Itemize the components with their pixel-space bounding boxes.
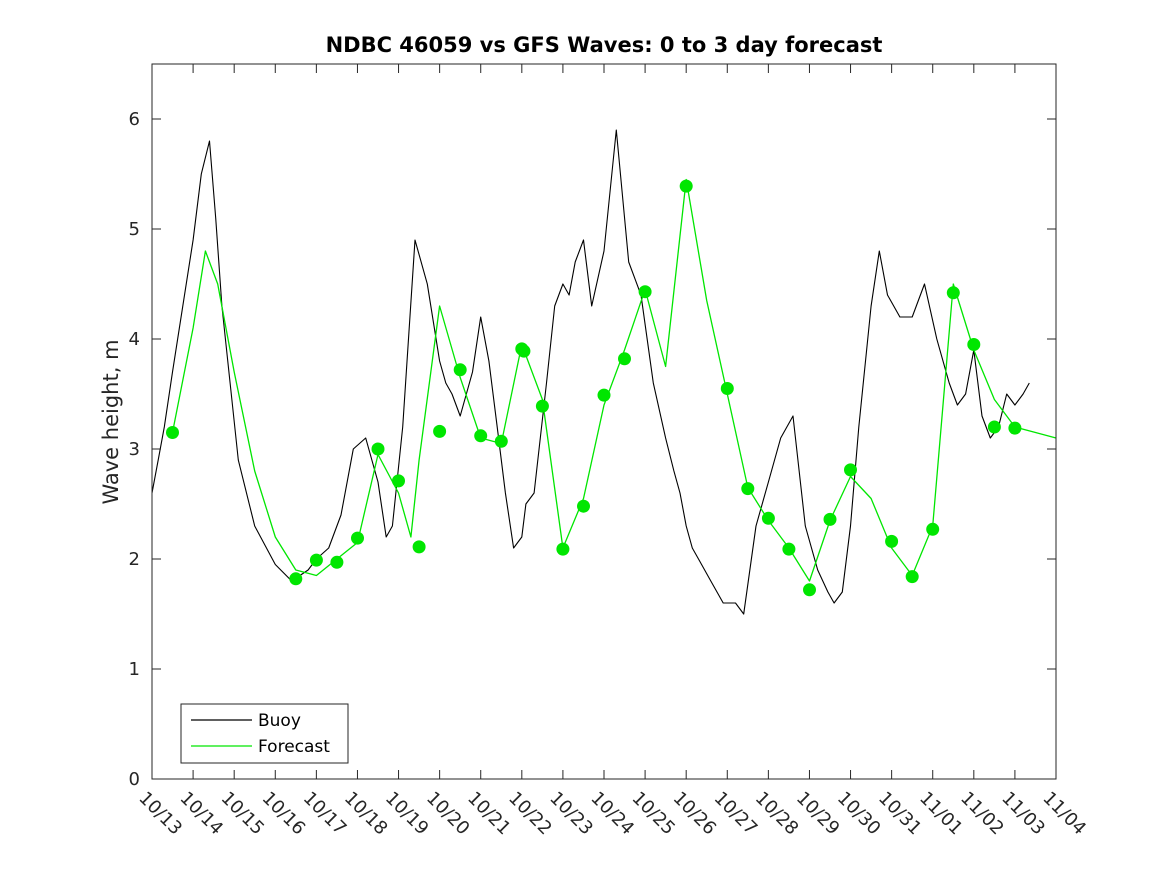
legend-buoy-label: Buoy bbox=[258, 711, 301, 731]
forecast-marker bbox=[371, 442, 385, 456]
forecast-marker bbox=[166, 426, 179, 439]
forecast-marker bbox=[433, 424, 447, 438]
y-tick-label: 4 bbox=[129, 329, 140, 350]
forecast-marker bbox=[517, 344, 531, 358]
forecast-marker bbox=[597, 388, 611, 402]
forecast-marker bbox=[720, 382, 734, 395]
forecast-marker bbox=[782, 542, 796, 556]
forecast-marker bbox=[412, 540, 426, 554]
series-line-forecast bbox=[171, 178, 1057, 582]
forecast-marker-layer bbox=[166, 179, 1022, 597]
forecast-marker bbox=[885, 534, 899, 548]
forecast-marker bbox=[577, 499, 590, 513]
y-tick-label: 1 bbox=[129, 659, 140, 680]
forecast-marker bbox=[474, 429, 488, 443]
y-tick-label: 3 bbox=[129, 439, 140, 460]
forecast-marker bbox=[289, 572, 303, 586]
y-tick-label: 0 bbox=[129, 769, 140, 790]
legend: Buoy Forecast bbox=[180, 703, 349, 764]
series-line-buoy bbox=[151, 129, 1030, 615]
forecast-marker bbox=[453, 363, 467, 377]
chart-title: NDBC 46059 vs GFS Waves: 0 to 3 day fore… bbox=[326, 33, 883, 57]
forecast-marker bbox=[351, 531, 364, 545]
forecast-marker bbox=[905, 570, 919, 584]
legend-forecast-label: Forecast bbox=[258, 737, 330, 757]
y-axis-label: Wave height, m bbox=[99, 339, 123, 504]
y-tick-label: 6 bbox=[129, 109, 140, 130]
series-layer bbox=[151, 129, 1057, 615]
y-tick-label: 5 bbox=[129, 219, 140, 240]
forecast-marker bbox=[618, 352, 631, 366]
forecast-marker bbox=[946, 286, 960, 300]
forecast-marker bbox=[309, 553, 323, 567]
forecast-marker bbox=[967, 338, 981, 351]
forecast-marker bbox=[535, 399, 549, 413]
forecast-marker bbox=[741, 482, 755, 496]
forecast-marker bbox=[330, 555, 344, 569]
forecast-marker bbox=[987, 420, 1001, 434]
forecast-marker bbox=[926, 522, 940, 536]
forecast-marker bbox=[844, 463, 857, 477]
forecast-marker bbox=[494, 434, 508, 448]
forecast-marker bbox=[556, 542, 570, 556]
forecast-marker bbox=[638, 285, 652, 299]
forecast-marker bbox=[823, 512, 837, 526]
legend-box bbox=[180, 703, 349, 764]
forecast-marker bbox=[679, 179, 693, 193]
forecast-marker bbox=[803, 583, 816, 597]
forecast-marker bbox=[1008, 421, 1022, 435]
y-tick-label: 2 bbox=[129, 549, 140, 570]
forecast-marker bbox=[392, 474, 405, 488]
forecast-marker bbox=[761, 511, 775, 525]
plot-area bbox=[152, 64, 1056, 779]
